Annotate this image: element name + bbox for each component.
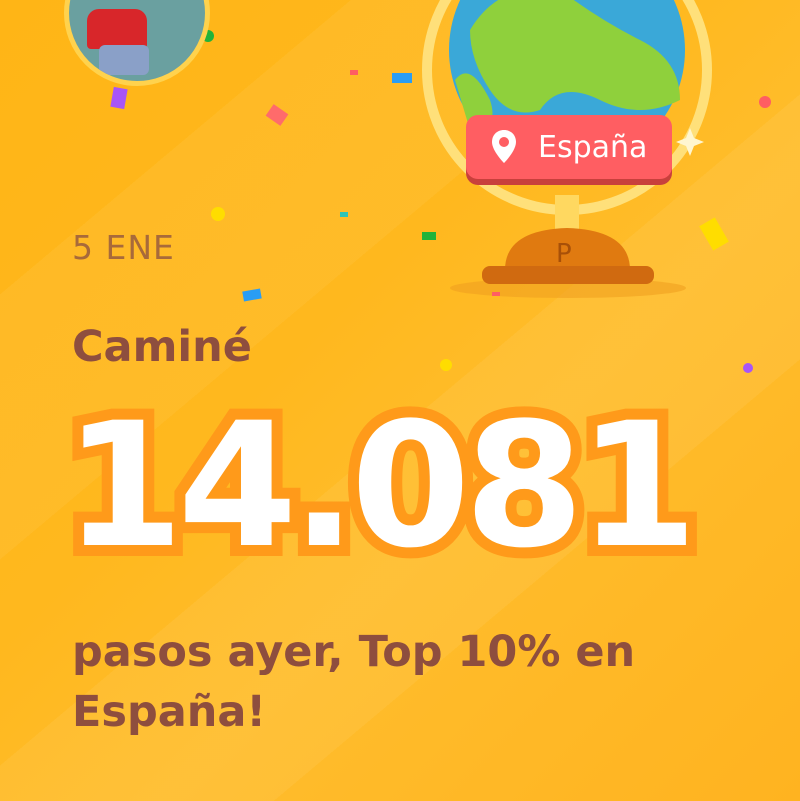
- step-description: pasos ayer, Top 10% en España!: [72, 627, 636, 737]
- location-label: España: [538, 129, 648, 165]
- location-badge: España: [466, 115, 672, 179]
- step-count: 14.081: [53, 385, 709, 586]
- headline: Caminé: [72, 322, 252, 372]
- avatar-photo-figure-legs: [99, 45, 149, 75]
- avatar-photo-figure: [87, 9, 147, 49]
- date-label: 5 ENE: [72, 228, 175, 267]
- svg-text:P: P: [556, 239, 572, 269]
- location-pin-icon: [492, 130, 516, 163]
